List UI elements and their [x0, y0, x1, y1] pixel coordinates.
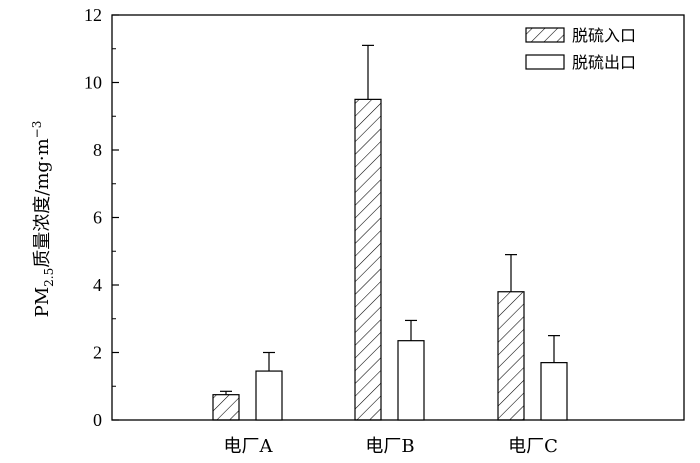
x-category-label: 电厂A	[224, 436, 274, 457]
bar	[354, 98, 382, 421]
ylabel-superscript: −3	[30, 121, 44, 139]
svg-text:PM2.5质量浓度/mg·m−3: PM2.5质量浓度/mg·m−3	[30, 121, 56, 318]
bar	[212, 394, 240, 421]
y-tick-label: 10	[84, 73, 102, 93]
ylabel-prefix: PM	[32, 287, 53, 318]
y-tick-label: 12	[84, 5, 102, 25]
x-category-label: 电厂B	[365, 436, 414, 457]
legend-swatch-inlet	[525, 27, 565, 43]
legend-swatch-outlet	[525, 54, 565, 70]
bar	[540, 362, 568, 421]
legend-label-inlet: 脱硫入口	[572, 26, 636, 45]
y-tick-label: 8	[93, 140, 102, 160]
legend-label-outlet: 脱硫出口	[572, 53, 636, 72]
y-tick-label: 0	[93, 410, 102, 430]
legend: 脱硫入口 脱硫出口	[525, 26, 636, 72]
ylabel-subscript: 2.5	[42, 268, 56, 287]
y-tick-label: 2	[93, 343, 102, 363]
plot-area: 0 2 4 6 8 10 12 电厂A 电厂B 电厂C	[84, 5, 685, 457]
ylabel-text: 质量浓度/mg·m	[32, 138, 53, 267]
y-tick-label: 4	[93, 275, 102, 295]
bar	[497, 291, 525, 421]
bar	[255, 370, 283, 421]
y-tick-label: 6	[93, 208, 102, 228]
x-category-label: 电厂C	[508, 436, 558, 457]
y-axis-title: PM2.5质量浓度/mg·m−3	[30, 121, 56, 318]
bar	[397, 340, 425, 421]
